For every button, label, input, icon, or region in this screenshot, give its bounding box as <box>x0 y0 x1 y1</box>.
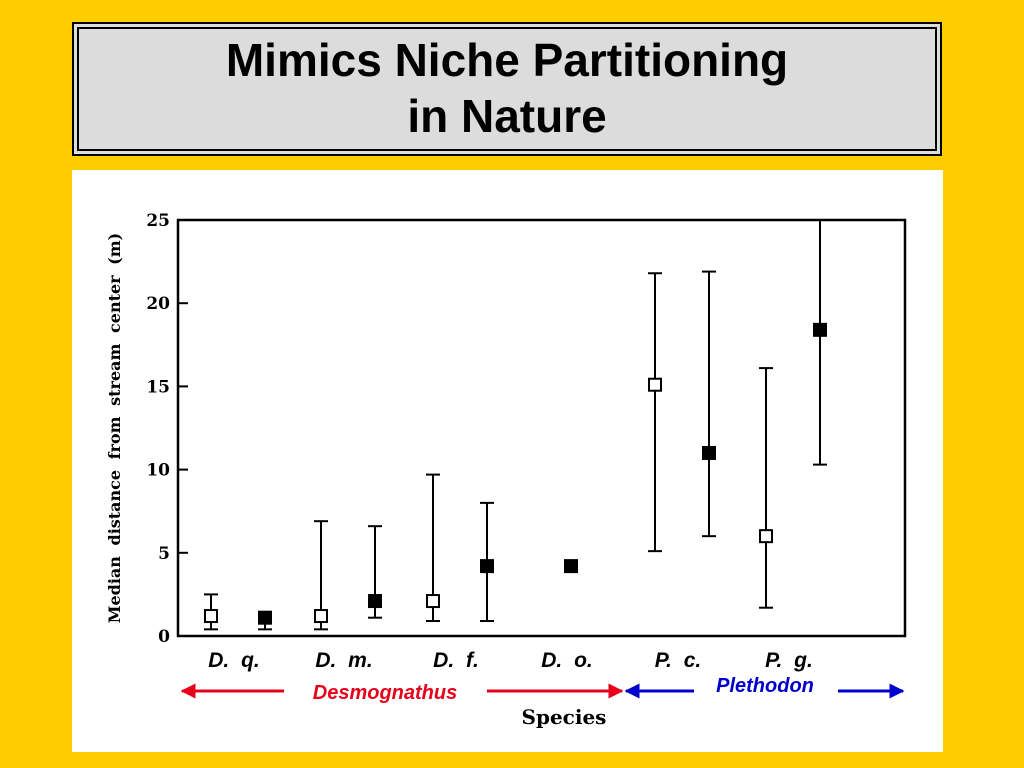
y-tick-label: 10 <box>146 461 170 481</box>
x-category-label: P. c. <box>655 649 701 672</box>
y-tick-label: 20 <box>146 294 170 314</box>
page-title-line-2: in Nature <box>407 90 607 142</box>
data-point-group <box>564 559 578 574</box>
open-marker <box>204 609 218 624</box>
y-tick-label: 0 <box>158 627 170 647</box>
data-point-group <box>204 593 218 631</box>
title-box: Mimics Niche Partitioning in Nature <box>72 22 942 156</box>
data-point-group <box>759 367 773 609</box>
genus-label-plethodon: Plethodon <box>716 675 814 697</box>
filled-marker <box>480 559 494 574</box>
data-point-group <box>702 270 716 538</box>
plot-frame <box>176 218 907 638</box>
x-category-label: D. q. <box>208 649 260 672</box>
filled-marker <box>813 322 827 337</box>
x-category-label: P. g. <box>765 649 813 672</box>
y-tick-label: 5 <box>158 544 170 564</box>
chart-panel: 0 5 10 15 20 25 D. q. D. m. D. f. D. o. P. c. P. g… <box>72 170 943 752</box>
x-category-label: D. o. <box>541 649 593 672</box>
y-tick-label: 25 <box>146 211 170 231</box>
filled-marker <box>702 445 716 460</box>
genus-label-desmognathus: Desmognathus <box>313 682 457 704</box>
page-title-line-1: Mimics Niche Partitioning <box>225 34 789 86</box>
open-marker <box>759 529 773 544</box>
open-marker <box>314 609 328 624</box>
open-marker <box>648 377 662 392</box>
data-point-group <box>648 272 662 553</box>
filled-marker <box>564 559 578 574</box>
x-axis-label: Species <box>522 705 607 729</box>
y-axis-label: Median distance from stream center (m) <box>105 233 124 623</box>
open-marker <box>426 594 440 609</box>
x-category-label: D. f. <box>433 649 479 672</box>
data-point-group <box>426 473 440 623</box>
data-point-group <box>368 525 382 619</box>
y-tick-label: 15 <box>146 377 170 397</box>
chart-svg: 0 5 10 15 20 25 D. q. D. m. D. f. D. o. P. c. P. g… <box>105 211 907 729</box>
data-point-group <box>314 520 328 631</box>
filled-marker <box>258 610 272 625</box>
data-point-group <box>480 501 494 623</box>
x-category-label: D. m. <box>315 649 372 672</box>
data-point-group <box>813 219 827 466</box>
data-point-group <box>258 610 272 631</box>
filled-marker <box>368 594 382 609</box>
